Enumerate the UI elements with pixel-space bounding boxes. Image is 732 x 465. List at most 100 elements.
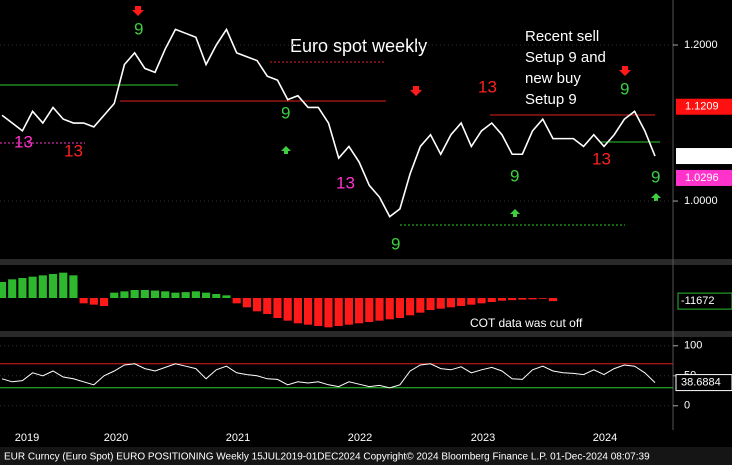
value-label-box	[675, 374, 732, 392]
bar	[191, 291, 200, 298]
annotation: Setup 9	[525, 91, 577, 108]
countdown: 13	[336, 173, 355, 192]
footer: EUR Curncy (Euro Spot) EURO POSITIONING …	[4, 452, 650, 463]
bar	[130, 290, 139, 298]
bar	[161, 291, 170, 298]
countdown: 13	[592, 149, 611, 168]
bar	[150, 290, 160, 298]
bar	[293, 298, 302, 324]
bar	[181, 292, 190, 298]
bar	[212, 294, 221, 298]
chart-title: Euro spot weekly	[290, 36, 427, 56]
countdown: 13	[64, 141, 83, 160]
bar	[314, 298, 323, 326]
bar	[426, 298, 435, 310]
bar	[8, 279, 17, 298]
countdown: 13	[14, 132, 33, 151]
bar	[528, 298, 537, 300]
y-tick-label: 1.2000	[684, 39, 718, 51]
sell-arrow	[410, 86, 422, 96]
bar	[273, 298, 282, 318]
bar	[436, 298, 445, 309]
bar	[395, 298, 405, 318]
price-label: 1.0296	[685, 172, 719, 184]
annotation: new buy	[525, 70, 581, 87]
price-label: 1.1209	[685, 101, 719, 113]
bar	[242, 298, 251, 308]
bar	[467, 298, 476, 305]
bar	[477, 298, 486, 304]
bar	[59, 272, 68, 298]
bar	[416, 298, 425, 313]
bar	[79, 298, 88, 304]
bar	[69, 275, 78, 298]
y-tick-label: 100	[684, 340, 702, 352]
bar	[171, 292, 180, 298]
bar	[99, 298, 109, 306]
bar	[18, 278, 27, 298]
setup-count: 9	[620, 79, 629, 98]
setup-count: 9	[281, 103, 290, 122]
price-label-box	[676, 148, 732, 165]
price-label: 1.0577	[685, 150, 719, 162]
footer-bar	[0, 447, 732, 465]
bar	[222, 295, 231, 298]
countdown: 13	[478, 77, 497, 96]
buy-arrow	[651, 193, 661, 201]
price-label-box	[676, 98, 732, 115]
bar	[28, 276, 37, 298]
bar	[548, 298, 558, 302]
bar	[355, 298, 364, 324]
bar	[406, 298, 415, 316]
setup-count: 9	[651, 167, 660, 186]
y-tick-label: 0	[684, 400, 690, 412]
buy-arrow	[510, 209, 520, 217]
bar	[508, 298, 517, 301]
price-label-box	[676, 169, 732, 186]
bar	[38, 275, 47, 298]
panel-separator	[0, 259, 732, 265]
bar	[334, 298, 343, 326]
setup-count: 9	[134, 19, 143, 38]
setup-count: 9	[510, 166, 519, 185]
bar	[120, 291, 129, 298]
sell-arrow	[619, 66, 631, 76]
x-tick-label: 2023	[471, 432, 495, 444]
bar	[497, 298, 507, 301]
bar	[48, 274, 58, 298]
panel-separator	[0, 331, 732, 337]
bar	[263, 298, 272, 314]
bar	[446, 298, 456, 308]
x-tick-label: 2022	[348, 432, 372, 444]
value-label: 38.6884	[681, 376, 721, 388]
x-tick-label: 2020	[104, 432, 128, 444]
bar	[252, 298, 262, 312]
bar	[538, 298, 547, 299]
x-tick-label: 2019	[15, 432, 39, 444]
bar	[0, 282, 7, 298]
bar	[89, 298, 98, 305]
bar	[457, 298, 466, 306]
bar	[110, 292, 119, 298]
price-line	[1, 363, 656, 389]
bar	[344, 298, 353, 325]
bar	[304, 298, 313, 325]
annotation: Recent sell	[525, 28, 599, 45]
bar	[324, 298, 333, 328]
bar	[375, 298, 384, 321]
sell-arrow	[132, 6, 144, 16]
buy-arrow	[281, 146, 291, 154]
bar	[365, 298, 374, 322]
setup-count: 9	[391, 234, 400, 253]
bar	[201, 292, 211, 298]
annotation: COT data was cut off	[470, 316, 583, 330]
value-label-box	[677, 292, 732, 310]
bar	[385, 298, 394, 320]
bar	[518, 298, 527, 300]
annotation: Setup 9 and	[525, 49, 606, 66]
y-tick-label: 1.0000	[684, 195, 718, 207]
bar	[487, 298, 496, 302]
price-line	[1, 27, 656, 218]
x-tick-label: 2024	[593, 432, 617, 444]
